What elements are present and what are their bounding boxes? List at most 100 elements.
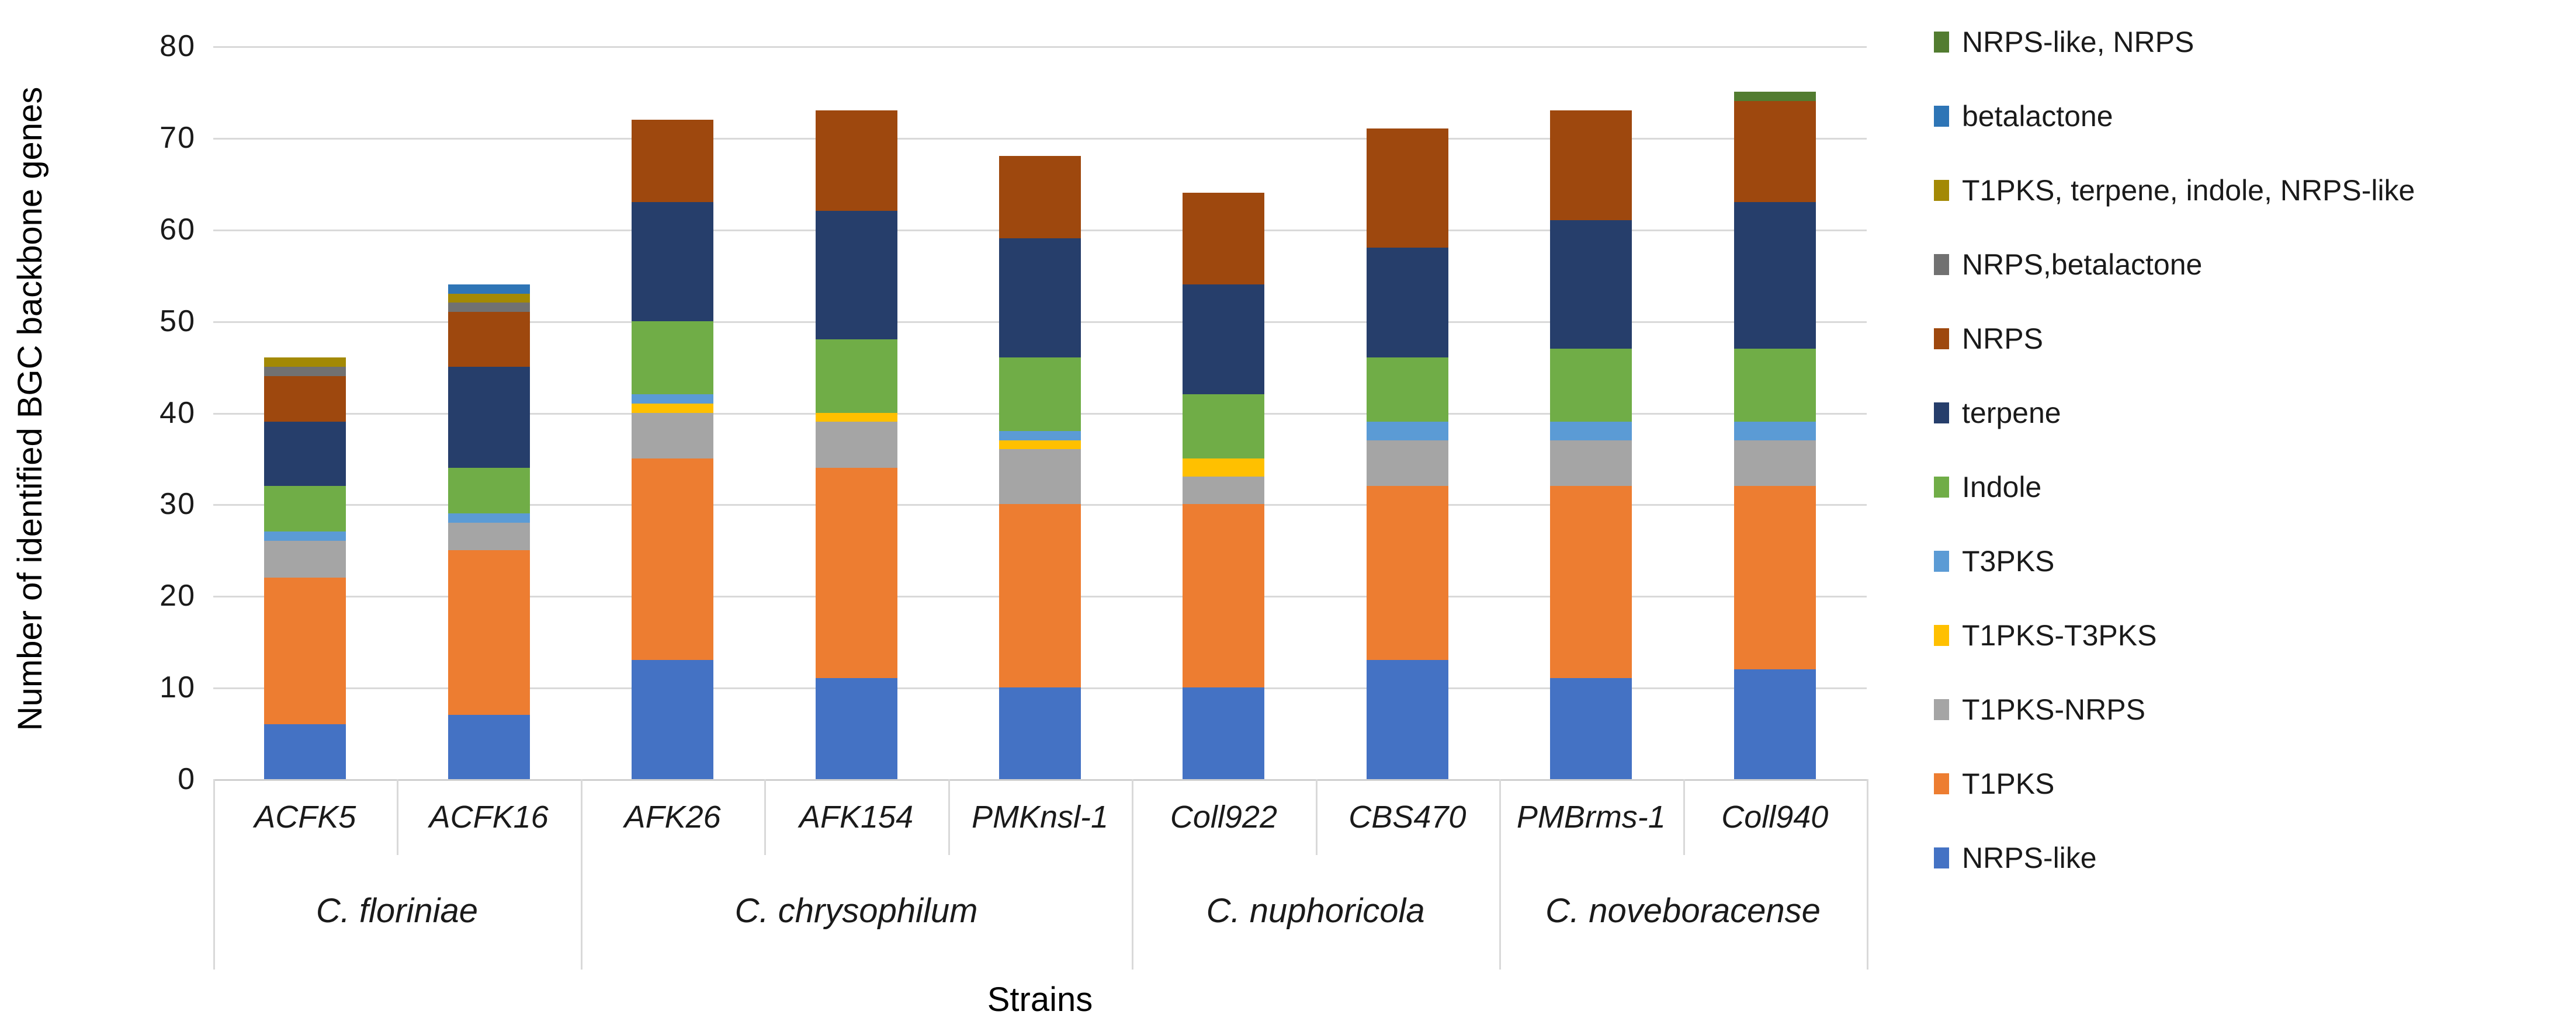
bar-segment-ACFK5-terpene: [264, 422, 346, 486]
bar-segment-PMBrms-1-Indole: [1550, 348, 1632, 422]
bar-CBS470: [1366, 46, 1448, 779]
bar-segment-CBS470-NRPS-like: [1366, 660, 1448, 779]
legend-item-T1PKS: T1PKS: [1934, 763, 2054, 804]
strain-label-Coll940: Coll940: [1721, 800, 1829, 835]
bar-segment-ACFK16-Indole: [448, 467, 530, 514]
bar-segment-AFK26-T1PKS-T3PKS: [632, 403, 714, 413]
legend-item-NRPS-betalactone: NRPS,betalactone: [1934, 244, 2202, 285]
gridline-80: [213, 46, 1867, 48]
bar-segment-ACFK5-T1PKS-NRPS: [264, 541, 346, 578]
bar-segment-Coll940-Indole: [1733, 348, 1816, 422]
species-label-C-noveboracense: C. noveboracense: [1545, 891, 1821, 930]
bar-segment-ACFK5-T1PKS, terpene, indole, NRPS-like: [264, 357, 346, 367]
legend-item-terpene: terpene: [1934, 392, 2061, 433]
bar-segment-ACFK16-betalactone: [448, 284, 530, 294]
bar-segment-CBS470-T3PKS: [1366, 422, 1448, 440]
bar-segment-ACFK5-NRPS-like: [264, 724, 346, 779]
bar-segment-AFK26-Indole: [632, 321, 714, 395]
bar-segment-Coll940-T1PKS-NRPS: [1733, 440, 1816, 486]
bar-segment-CBS470-T1PKS-NRPS: [1366, 440, 1448, 486]
strain-separator: [1683, 779, 1685, 855]
bar-segment-PMKnsl-1-NRPS-like: [999, 687, 1081, 779]
bar-segment-AFK154-NRPS: [815, 110, 897, 211]
bar-segment-AFK154-NRPS-like: [815, 678, 897, 779]
table-left-border: [213, 779, 215, 970]
strain-label-AFK26: AFK26: [624, 800, 721, 835]
bar-segment-PMKnsl-1-terpene: [999, 238, 1081, 358]
bar-segment-AFK26-T1PKS-NRPS: [632, 412, 714, 458]
legend-swatch-icon: [1934, 328, 1949, 349]
strain-label-PMKnsl-1: PMKnsl-1: [971, 800, 1109, 835]
bar-segment-ACFK5-T1PKS: [264, 577, 346, 724]
bar-segment-ACFK5-Indole: [264, 486, 346, 532]
bar-PMKnsl-1: [999, 46, 1081, 779]
legend-swatch-icon: [1934, 180, 1949, 201]
bar-ACFK16: [448, 46, 530, 779]
y-tick-label-40: 40: [160, 395, 196, 430]
legend-label: NRPS,betalactone: [1962, 248, 2203, 281]
legend-item-Indole: Indole: [1934, 467, 2041, 508]
legend-swatch-icon: [1934, 625, 1949, 646]
bar-segment-CBS470-T1PKS: [1366, 486, 1448, 661]
bar-segment-PMBrms-1-T1PKS-NRPS: [1550, 440, 1632, 486]
legend-swatch-icon: [1934, 699, 1949, 720]
bar-Coll922: [1183, 46, 1265, 779]
y-tick-label-60: 60: [160, 212, 196, 246]
bar-segment-PMBrms-1-terpene: [1550, 220, 1632, 349]
species-label-C-chrysophilum: C. chrysophilum: [734, 891, 978, 930]
bar-segment-PMBrms-1-T3PKS: [1550, 422, 1632, 440]
bar-segment-AFK26-T3PKS: [632, 394, 714, 404]
legend-item-NRPS: NRPS: [1934, 318, 2043, 359]
x-axis-title: Strains: [987, 981, 1093, 1019]
bar-segment-CBS470-NRPS: [1366, 128, 1448, 248]
bar-segment-ACFK5-NRPS,betalactone: [264, 367, 346, 376]
bar-segment-Coll922-NRPS-like: [1183, 687, 1265, 779]
bar-segment-ACFK16-T1PKS-NRPS: [448, 522, 530, 550]
legend-swatch-icon: [1934, 402, 1949, 423]
bar-segment-CBS470-Indole: [1366, 357, 1448, 422]
y-tick-label-70: 70: [160, 120, 196, 155]
legend-label: NRPS-like, NRPS: [1962, 26, 2194, 58]
legend-label: T1PKS, terpene, indole, NRPS-like: [1962, 174, 2415, 207]
species-label-C-nuphoricola: C. nuphoricola: [1206, 891, 1425, 930]
bar-segment-ACFK16-terpene: [448, 367, 530, 468]
legend-label: T1PKS-T3PKS: [1962, 619, 2157, 652]
legend-label: betalactone: [1962, 100, 2113, 133]
strain-label-AFK154: AFK154: [799, 800, 914, 835]
bar-AFK26: [632, 46, 714, 779]
legend-swatch-icon: [1934, 847, 1949, 868]
bar-segment-Coll940-NRPS-like, NRPS: [1733, 92, 1816, 102]
table-right-border: [1867, 779, 1868, 970]
legend-item-NRPS-like-NRPS: NRPS-like, NRPS: [1934, 22, 2194, 62]
legend-label: T1PKS-NRPS: [1962, 693, 2145, 726]
y-tick-label-80: 80: [160, 29, 196, 63]
bar-segment-Coll940-NRPS-like: [1733, 669, 1816, 779]
bar-segment-Coll940-NRPS: [1733, 101, 1816, 202]
legend-label: Indole: [1962, 471, 2042, 503]
strain-label-Coll922: Coll922: [1170, 800, 1277, 835]
legend-item-T3PKS: T3PKS: [1934, 541, 2054, 582]
bar-segment-Coll940-terpene: [1733, 201, 1816, 349]
strain-label-PMBrms-1: PMBrms-1: [1516, 800, 1666, 835]
x-axis-baseline: [213, 779, 1867, 781]
bar-segment-PMKnsl-1-T1PKS: [999, 504, 1081, 688]
bar-segment-AFK154-T1PKS-NRPS: [815, 422, 897, 468]
strain-separator: [1315, 779, 1318, 855]
legend-item-NRPS-like: NRPS-like: [1934, 838, 2097, 878]
group-separator: [1499, 779, 1502, 970]
bar-segment-ACFK16-NRPS: [448, 311, 530, 367]
bar-segment-CBS470-terpene: [1366, 248, 1448, 358]
bar-segment-PMKnsl-1-Indole: [999, 357, 1081, 431]
legend-item-T1PKS-NRPS: T1PKS-NRPS: [1934, 689, 2145, 730]
strain-separator: [948, 779, 950, 855]
legend-label: NRPS: [1962, 322, 2043, 355]
y-axis-title: Number of identified BGC backbone genes: [11, 86, 49, 731]
bar-PMBrms-1: [1550, 46, 1632, 779]
strain-label-ACFK16: ACFK16: [429, 800, 549, 835]
y-tick-label-30: 30: [160, 487, 196, 522]
legend-label: T1PKS: [1962, 767, 2055, 800]
y-tick-label-20: 20: [160, 579, 196, 613]
bar-segment-AFK26-NRPS: [632, 119, 714, 202]
bar-segment-PMBrms-1-T1PKS: [1550, 486, 1632, 679]
bar-segment-AFK26-T1PKS: [632, 458, 714, 661]
